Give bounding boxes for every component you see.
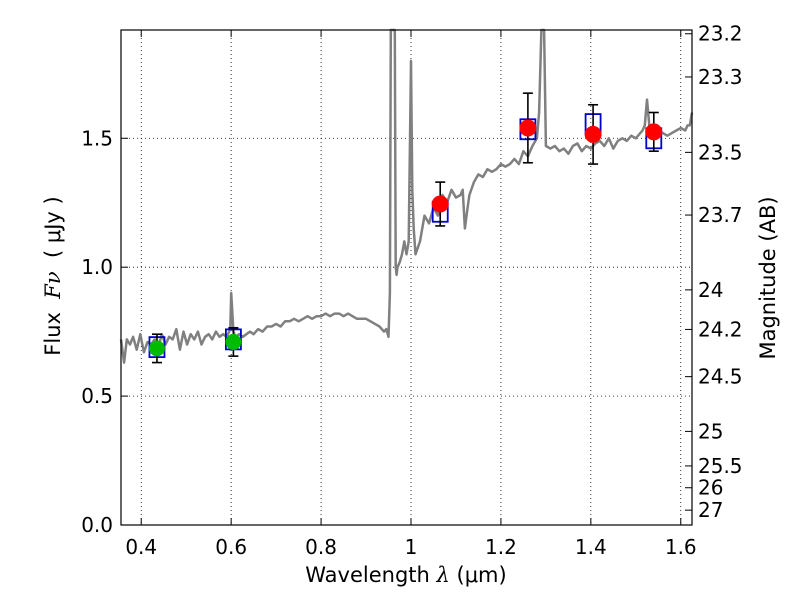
y-tick-label: 0.0 xyxy=(81,513,113,537)
x-tick-label: 1.4 xyxy=(575,535,607,559)
y-axis-label-unit: ( μJy ) xyxy=(41,196,65,271)
mag-tick-label: 25 xyxy=(698,419,723,443)
x-tick-label: 0.6 xyxy=(215,535,247,559)
mag-tick-label: 23.5 xyxy=(698,140,743,164)
template-spectrum xyxy=(119,28,694,364)
red-point xyxy=(584,125,602,143)
mag-tick-label: 25.5 xyxy=(698,454,743,478)
y-axis-label-symbol: Fν xyxy=(41,271,65,300)
photometry-points xyxy=(148,92,663,364)
x-tick-label: 1.6 xyxy=(665,535,697,559)
axis-ticks: 0.4 0.6 0.8 1 1.2 1.4 1.6 0.0 0.5 1.0 1.5 23.2 23.3 2… xyxy=(81,22,742,559)
x-axis-label-unit: (μm) xyxy=(450,563,507,587)
y-tick-label: 1.0 xyxy=(81,255,113,279)
y-tick-label: 0.5 xyxy=(81,384,113,408)
mag-tick-label: 23.7 xyxy=(698,203,743,227)
mag-tick-label: 24.2 xyxy=(698,317,743,341)
y-tick-label: 1.5 xyxy=(81,126,113,150)
x-tick-label: 1.2 xyxy=(485,535,517,559)
mag-tick-label: 26 xyxy=(698,476,723,500)
spectrum-line xyxy=(119,28,694,364)
mag-tick-label: 24 xyxy=(698,278,723,302)
x-tick-label: 0.4 xyxy=(125,535,157,559)
red-point xyxy=(431,195,449,213)
x-tick-label: 1 xyxy=(405,535,418,559)
mag-tick-label: 24.5 xyxy=(698,365,743,389)
x-axis-label-prefix: Wavelength xyxy=(305,563,436,587)
green-point xyxy=(148,340,165,357)
grid-lines xyxy=(121,30,692,525)
mag-tick-label: 23.3 xyxy=(698,65,743,89)
x-axis-label-symbol: λ xyxy=(436,563,450,587)
plot-frame xyxy=(120,29,693,526)
red-point xyxy=(645,123,663,141)
red-point xyxy=(519,119,537,137)
mag-tick-label: 27 xyxy=(698,498,723,522)
right-axis-label: Magnitude (AB) xyxy=(756,196,780,359)
y-axis-label: Flux Fν ( μJy ) xyxy=(41,196,65,355)
x-axis-label: Wavelength λ (μm) xyxy=(305,563,506,587)
mag-tick-label: 23.2 xyxy=(698,22,743,46)
green-point xyxy=(225,333,242,350)
x-tick-label: 0.8 xyxy=(305,535,337,559)
y-axis-label-prefix: Flux xyxy=(41,299,65,356)
